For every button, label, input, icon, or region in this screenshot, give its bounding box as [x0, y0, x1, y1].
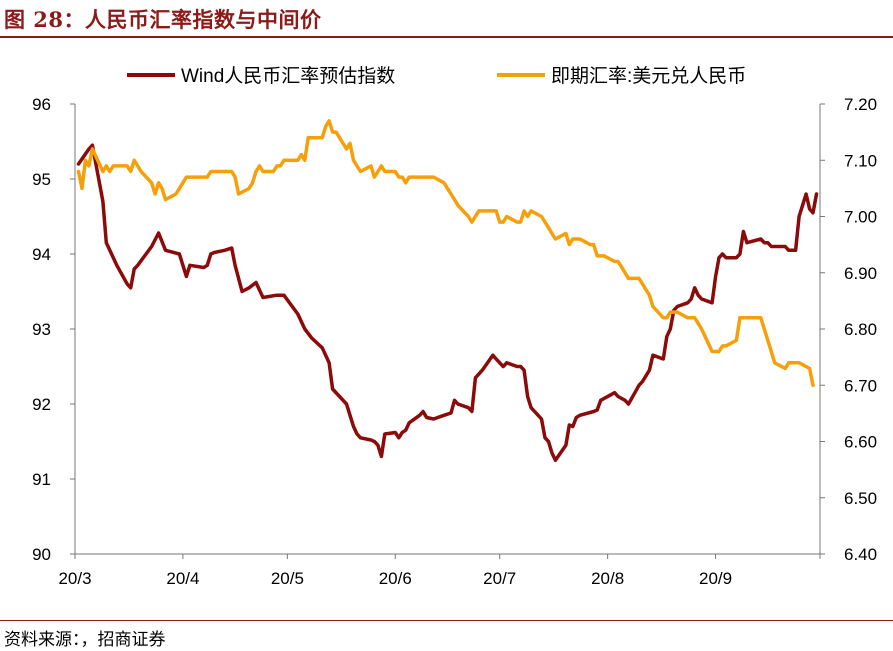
- figure-title: 图 28：人民币汇率指数与中间价: [4, 7, 322, 32]
- left-y-tick-label: 95: [32, 170, 51, 189]
- left-y-tick-label: 94: [32, 245, 51, 264]
- left-y-tick-label: 91: [32, 470, 51, 489]
- right-y-tick-label: 6.90: [844, 264, 877, 283]
- right-y-tick-label: 7.20: [844, 95, 877, 114]
- title-divider: [0, 36, 893, 38]
- right-y-tick-label: 6.80: [844, 320, 877, 339]
- legend-label: 即期汇率:美元兑人民币: [551, 65, 746, 87]
- x-tick-label: 20/8: [591, 569, 624, 588]
- legend-item-usdcny-spot: 即期汇率:美元兑人民币: [497, 65, 746, 87]
- series-line-wind-index: [76, 143, 819, 463]
- line-chart: 90 91 92 93 94 95 96 6.40 6.50 6.60 6.70 6.80 6.90 7.…: [32, 65, 877, 588]
- left-y-tick-label: 93: [32, 320, 51, 339]
- right-y-tick-label: 7.10: [844, 151, 877, 170]
- left-y-tick-label: 96: [32, 95, 51, 114]
- source-note: 资料来源：，招商证券: [4, 630, 166, 650]
- x-tick-label: 20/5: [271, 569, 304, 588]
- x-tick-label: 20/4: [166, 569, 199, 588]
- legend-label: Wind人民币汇率预估指数: [181, 65, 395, 87]
- x-tick-label: 20/7: [483, 569, 516, 588]
- right-y-tick-label: 6.50: [844, 489, 877, 508]
- series-line-usdcny-spot: [76, 119, 815, 388]
- legend-item-wind-index: Wind人民币汇率预估指数: [127, 65, 395, 87]
- x-tick-label: 20/3: [58, 569, 91, 588]
- left-y-tick-label: 90: [32, 545, 51, 564]
- x-tick-label: 20/9: [699, 569, 732, 588]
- right-y-tick-label: 6.60: [844, 433, 877, 452]
- right-y-tick-label: 7.00: [844, 208, 877, 227]
- right-y-tick-label: 6.70: [844, 376, 877, 395]
- right-y-tick-label: 6.40: [844, 545, 877, 564]
- x-tick-label: 20/6: [379, 569, 412, 588]
- footer-divider: [0, 620, 893, 621]
- left-y-tick-label: 92: [32, 395, 51, 414]
